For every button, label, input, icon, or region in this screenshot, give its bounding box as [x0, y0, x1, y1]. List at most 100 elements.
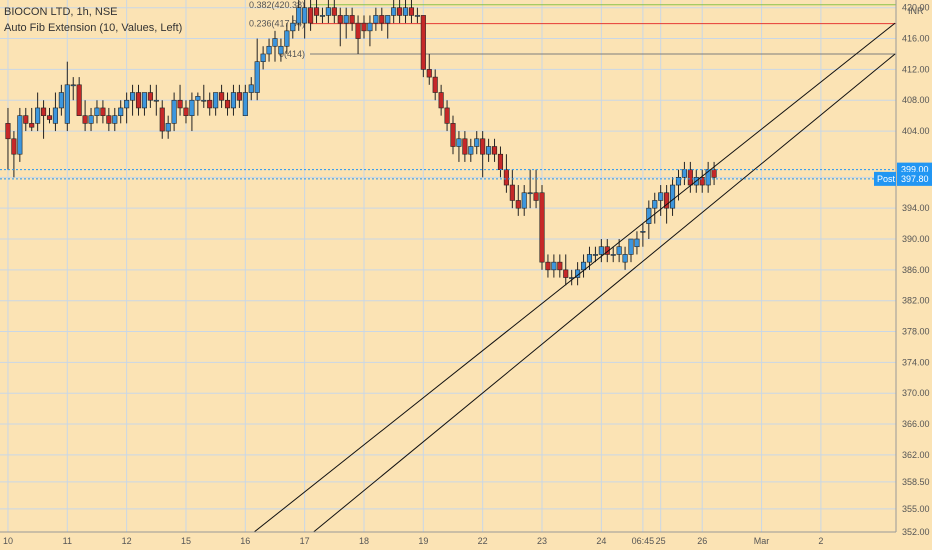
y-tick-label: 358.50 [902, 477, 930, 487]
candle-body [432, 76, 438, 93]
candle-body [302, 7, 308, 24]
candle-body [213, 92, 219, 109]
candle-body [219, 92, 225, 101]
candle-body [272, 38, 278, 47]
candle-body [349, 15, 355, 24]
y-tick-label: 366.00 [902, 419, 930, 429]
candle-body [118, 107, 124, 116]
candle-body [124, 99, 130, 109]
y-tick-label: 382.00 [902, 296, 930, 306]
trend-channel[interactable] [253, 22, 896, 533]
candle-body [46, 115, 53, 120]
candle-body [248, 84, 254, 93]
candle-body [41, 107, 47, 116]
candle-body [521, 192, 527, 209]
price-tag-value: 399.00 [901, 165, 929, 175]
channel-line [253, 22, 896, 533]
candle-body [355, 22, 361, 39]
candle-body [308, 7, 314, 24]
time-axis[interactable]: 10 11 12 15 16 17 18 19 22 23 24 06:45 25 26 Mar 2 [0, 531, 896, 546]
x-tick-label: 25 [656, 536, 666, 546]
candle-body [646, 207, 652, 224]
candle-body [207, 99, 213, 109]
candle-body [224, 99, 231, 109]
candle-body [450, 123, 456, 147]
candle-body [70, 84, 76, 87]
candle-body [391, 7, 397, 16]
candle-body [373, 15, 379, 24]
candle-body [64, 84, 70, 124]
candle-body [266, 45, 272, 55]
candle-body [106, 115, 112, 124]
fib-level-label: 0.236(417.94) [249, 19, 305, 29]
candle-body [5, 123, 11, 140]
currency-label: INR [908, 6, 924, 16]
candle-body [604, 246, 610, 255]
candle-body [165, 123, 171, 132]
fib-level-label: 0.382(420.38) [249, 0, 305, 10]
candle-body [408, 7, 415, 16]
candle-body [52, 107, 58, 124]
y-tick-label: 420.00 [902, 3, 930, 13]
candle-body [278, 45, 284, 55]
candle-body [201, 99, 207, 102]
candle-body [580, 261, 587, 271]
x-tick-label: 24 [596, 536, 606, 546]
candle-body [331, 7, 337, 16]
candle-body [480, 138, 486, 155]
candle-body [444, 107, 450, 124]
candle-body [58, 92, 64, 109]
y-tick-label: 404.00 [902, 126, 930, 136]
candle-body [100, 107, 106, 116]
candle-body [313, 7, 320, 16]
candle-body [171, 99, 177, 124]
y-tick-label: 355.00 [902, 504, 930, 514]
candle-body [610, 254, 616, 256]
x-tick-label: Mar [754, 536, 770, 546]
candle-body [462, 138, 468, 155]
x-tick-label: 16 [240, 536, 250, 546]
candle-body [491, 146, 498, 155]
candlestick-series [5, 0, 717, 286]
candle-body [622, 254, 628, 263]
candle-body [664, 192, 670, 209]
candle-body [675, 177, 682, 186]
candle-body [640, 231, 646, 233]
x-tick-label: 18 [359, 536, 369, 546]
candle-body [290, 22, 296, 32]
candle-body [230, 92, 237, 109]
y-tick-label: 352.00 [902, 527, 930, 537]
candle-body [254, 61, 260, 93]
x-tick-label: 06:45 [632, 536, 655, 546]
candle-body [687, 169, 693, 186]
symbol-title: BIOCON LTD, 1h, NSE [4, 6, 118, 18]
candle-body [35, 107, 41, 124]
y-tick-label: 386.00 [902, 265, 930, 275]
candle-body [658, 192, 664, 201]
indicator-title: Auto Fib Extension (10, Values, Left) [4, 22, 183, 34]
candle-body [153, 99, 159, 102]
price-tag-value: 397.80 [901, 174, 929, 184]
candle-body [29, 123, 35, 128]
candle-body [699, 177, 705, 186]
candle-body [88, 115, 94, 124]
candle-body [361, 22, 367, 32]
candle-body [367, 22, 373, 32]
candle-body [438, 92, 444, 109]
y-tick-label: 390.00 [902, 234, 930, 244]
channel-line [313, 53, 896, 533]
candle-body [527, 192, 533, 195]
price-axis[interactable]: 352.00 355.00 358.50 362.00 366.00 370.00 374.… [895, 0, 930, 537]
candle-body [551, 261, 557, 271]
candle-body [652, 200, 658, 209]
candle-body [616, 246, 622, 255]
candle-body [634, 238, 640, 248]
candle-body [533, 192, 539, 201]
x-tick-label: 17 [300, 536, 310, 546]
candle-body [486, 146, 492, 155]
candle-body [681, 169, 687, 178]
y-tick-label: 374.00 [902, 357, 930, 367]
x-tick-label: 15 [181, 536, 191, 546]
